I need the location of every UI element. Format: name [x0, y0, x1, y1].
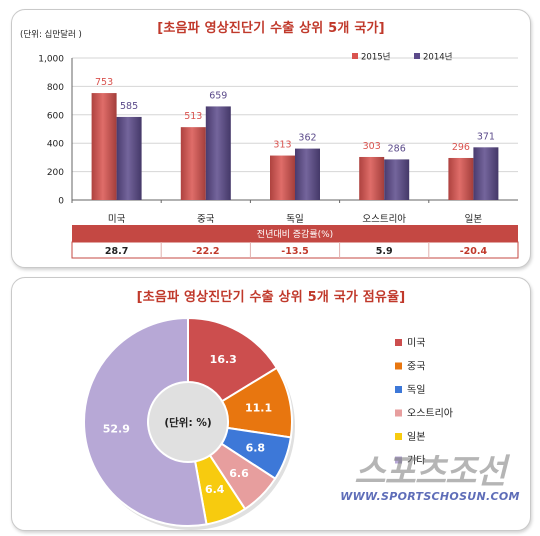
bar-1-4	[473, 147, 499, 200]
watermark-logo: 스포츠조선	[354, 452, 506, 492]
bar-value-label: 585	[120, 101, 138, 112]
bar-1-2	[295, 148, 320, 200]
legend-label-1: 중국	[407, 361, 425, 373]
slice-value-label: 16.3	[210, 353, 237, 366]
growth-table-header-bg	[72, 225, 518, 242]
slice-value-label: 6.8	[246, 442, 266, 455]
growth-value: 5.9	[376, 246, 393, 257]
legend-swatch-0	[395, 339, 402, 346]
growth-value: -20.4	[460, 246, 488, 257]
bar-chart-title: [초음파 영상진단기 수출 상위 5개 국가]	[157, 21, 385, 36]
bar-1-1	[205, 106, 231, 200]
legend-swatch-4	[395, 433, 402, 440]
y-tick-label: 400	[47, 140, 64, 150]
slice-value-label: 6.6	[229, 467, 249, 480]
legend-label-5: 기타	[407, 455, 425, 467]
bar-0-0	[91, 93, 117, 200]
growth-value: 28.7	[105, 246, 128, 257]
growth-table-header: 전년대비 증감률(%)	[257, 228, 333, 240]
donut-chart-title: [초음파 영상진단기 수출 상위 5개 국가 점유율]	[136, 290, 406, 305]
x-tick-label: 중국	[197, 214, 215, 225]
donut-slice-5	[83, 316, 208, 527]
x-tick-label: 독일	[286, 214, 303, 225]
growth-value: -22.2	[192, 246, 219, 257]
growth-value: -13.5	[281, 246, 308, 257]
bar-value-label: 371	[477, 131, 495, 142]
x-tick-label: 미국	[108, 214, 126, 225]
legend-swatch-1	[395, 362, 402, 370]
x-tick-label: 일본	[465, 214, 483, 225]
slice-value-label: 6.4	[205, 483, 225, 496]
bar-0-4	[448, 157, 474, 200]
bar-value-label: 296	[452, 142, 470, 153]
y-unit-label: (단위: 십만달러 )	[20, 29, 82, 40]
bar-1-0	[116, 116, 142, 200]
watermark-url: WWW.SPORTSCHOSUN.COM	[340, 490, 520, 503]
y-tick-label: 200	[47, 168, 64, 178]
bar-value-label: 513	[184, 111, 202, 122]
donut-chart-panel: [초음파 영상진단기 수출 상위 5개 국가 점유율] 16.3 11.1 6.8 6…	[11, 277, 531, 531]
y-tick-label: 1,000	[38, 55, 64, 65]
legend-label-3: 오스트리아	[407, 408, 453, 420]
bar-chart-panel: [초음파 영상진단기 수출 상위 5개 국가] (단위: 십만달러 ) 0 200 4…	[11, 9, 531, 268]
legend-label-1: 2014년	[423, 52, 452, 63]
bar-chart: (단위: 십만달러 ) 0 200 400 600 800 1,000 2015년 2014년 7…	[20, 29, 519, 259]
watermark: 스포츠조선 WWW.SPORTSCHOSUN.COM	[335, 454, 525, 503]
x-tick-label: 오스트리아	[362, 214, 406, 225]
legend-swatch-3	[395, 409, 402, 417]
legend-swatch-0	[352, 53, 358, 59]
slice-value-label: 52.9	[103, 422, 130, 435]
bar-value-label: 753	[95, 77, 113, 88]
slice-value-label: 11.1	[245, 402, 272, 415]
legend-swatch-5	[395, 456, 402, 464]
legend-swatch-2	[395, 386, 402, 393]
legend-swatch-1	[414, 53, 420, 59]
y-tick-label: 0	[58, 197, 64, 207]
legend-label-2: 독일	[407, 384, 425, 396]
bar-value-label: 286	[388, 143, 406, 154]
legend-label-0: 2015년	[361, 52, 390, 63]
legend-label-4: 일본	[407, 431, 425, 443]
donut-chart: 16.3 11.1 6.8 6.6 6.4 52.9 (단위: %) 미국중국독일오스트리아일…	[83, 316, 453, 530]
bar-value-label: 362	[298, 133, 316, 144]
bar-1-3	[384, 159, 410, 200]
bar-0-2	[270, 155, 295, 200]
bar-value-label: 303	[363, 141, 381, 152]
bar-0-3	[359, 156, 385, 200]
y-tick-label: 800	[47, 83, 64, 93]
y-tick-label: 600	[47, 111, 64, 121]
growth-table-row-bg	[71, 241, 519, 259]
legend-label-0: 미국	[407, 337, 425, 349]
donut-center-label: (단위: %)	[164, 416, 211, 429]
bar-value-label: 313	[273, 140, 291, 151]
bar-0-1	[180, 127, 206, 200]
bar-value-label: 659	[209, 90, 227, 101]
